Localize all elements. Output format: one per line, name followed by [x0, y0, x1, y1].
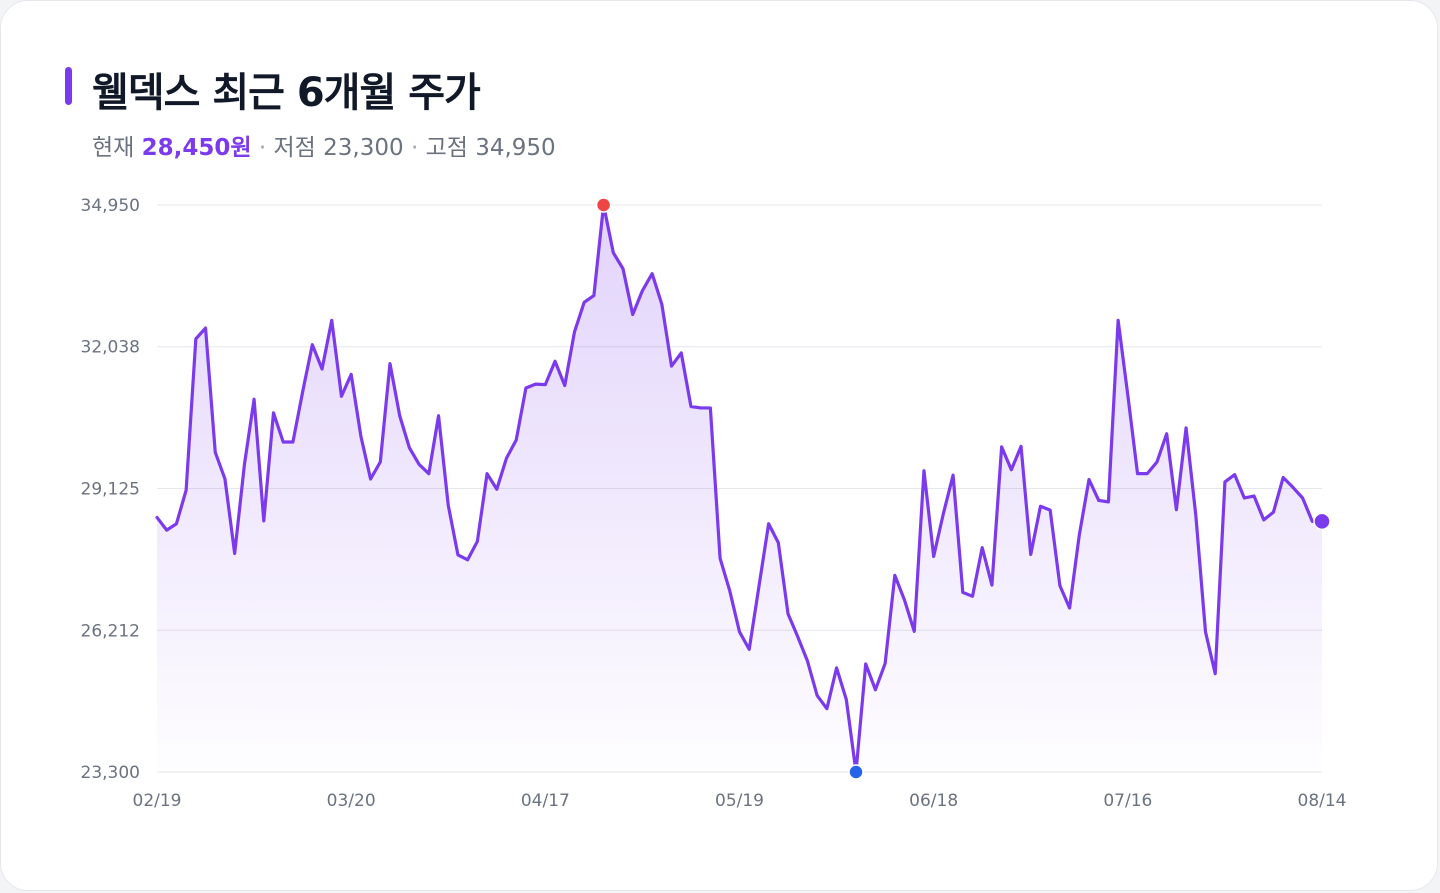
high-label: 고점 — [425, 135, 468, 161]
separator: · — [410, 135, 419, 161]
last-point-marker — [1313, 512, 1331, 531]
low-value: 23,300 — [323, 135, 404, 161]
x-tick-label: 08/14 — [1298, 791, 1347, 811]
x-tick-label: 04/17 — [521, 791, 570, 811]
chart-subtitle: 현재 28,450원 · 저점 23,300 · 고점 34,950 — [92, 128, 556, 162]
series-line — [155, 203, 1324, 774]
y-tick-label: 23,300 — [81, 763, 140, 783]
x-tick-label: 02/19 — [133, 791, 182, 811]
title-accent-bar — [65, 67, 72, 105]
high-value: 34,950 — [475, 135, 556, 161]
series-area — [157, 205, 1322, 772]
separator: · — [258, 135, 267, 161]
y-tick-label: 34,950 — [81, 196, 140, 216]
low-label: 저점 — [273, 135, 316, 161]
current-value: 28,450원 — [141, 135, 252, 161]
max-point-marker — [595, 197, 612, 213]
x-tick-label: 03/20 — [327, 791, 376, 811]
chart-title: 웰덱스 최근 6개월 주가 — [92, 70, 481, 116]
y-tick-label: 26,212 — [81, 621, 140, 641]
current-label: 현재 — [92, 135, 135, 161]
y-tick-label: 32,038 — [81, 338, 140, 358]
x-tick-label: 06/18 — [909, 791, 958, 811]
min-point-marker — [848, 764, 864, 780]
y-tick-label: 29,125 — [81, 480, 140, 500]
x-tick-label: 05/19 — [715, 791, 764, 811]
x-tick-label: 07/16 — [1103, 791, 1152, 811]
